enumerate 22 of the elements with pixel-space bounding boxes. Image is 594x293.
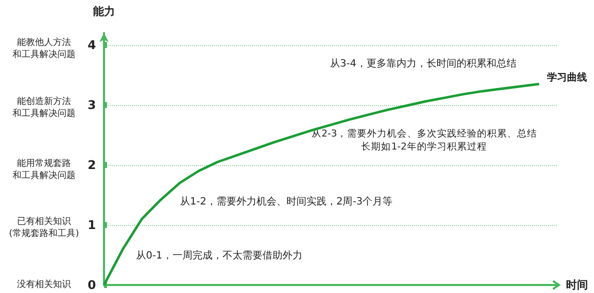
- annotation: 从1-2，需要外力机会、时间实践，2周-3个月等: [180, 196, 393, 208]
- text: 已有相关知识: [17, 216, 71, 227]
- text: 和工具解决问题: [12, 49, 76, 60]
- y-tick-label: 2: [88, 158, 96, 172]
- y-tick-label: 1: [88, 218, 96, 232]
- annotation: 从3-4，更多靠内力，长时间的积累和总结: [330, 58, 516, 70]
- text: 和工具解决问题: [12, 170, 76, 181]
- text: (常规套路和工具): [8, 228, 80, 239]
- y-tick-label: 4: [88, 38, 96, 52]
- series-label: 学习曲线: [547, 72, 588, 84]
- text: 能用常规套路: [17, 158, 71, 169]
- y-tick-label: 0: [88, 278, 96, 292]
- text: 能教他人方法: [17, 37, 71, 48]
- text: 能创造新方法: [17, 96, 71, 107]
- annotation: 从0-1，一周完成，不太需要借助外力: [136, 250, 302, 262]
- x-axis-title: 时间: [566, 278, 588, 292]
- text: 和工具解决问题: [12, 108, 76, 119]
- y-axis-title: 能力: [93, 5, 115, 18]
- annotation: 长期如1-2年的学习积累过程: [361, 140, 487, 152]
- line-series: [102, 82, 540, 286]
- y-tick-label: 3: [88, 98, 96, 112]
- text: 没有相关知识: [17, 279, 71, 290]
